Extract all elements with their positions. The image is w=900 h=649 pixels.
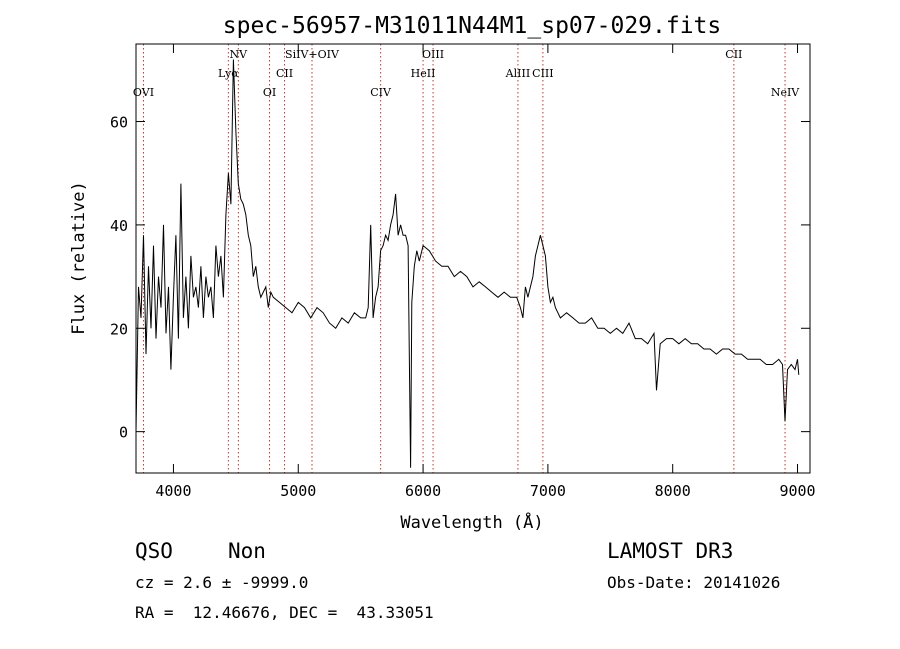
y-tick-label: 60 — [110, 114, 128, 132]
plot-frame — [135, 43, 811, 474]
spectral-line-label: HeII — [411, 67, 436, 80]
object-subclass: Non — [228, 539, 266, 563]
spectral-line-label: CIV — [370, 86, 392, 99]
y-axis-label: Flux (relative) — [69, 181, 89, 335]
observation-date: Obs-Date: 20141026 — [607, 573, 781, 592]
coordinates: RA = 12.46676, DEC = 43.33051 — [135, 603, 434, 622]
spectral-line-label: NeIV — [771, 86, 800, 99]
spectral-line-label: OIII — [422, 48, 444, 61]
x-tick-label: 4000 — [155, 482, 191, 500]
redshift-cz: cz = 2.6 ± -9999.0 — [135, 573, 309, 592]
x-axis-ticks: 4000 5000 6000 7000 8000 9000 — [155, 44, 816, 500]
object-class: QSO — [135, 539, 173, 563]
x-axis-label: Wavelength (Å) — [400, 511, 543, 533]
spectral-line-label: NV — [230, 48, 249, 61]
y-axis-ticks: 0 20 40 60 — [110, 114, 810, 442]
spectral-line-label: AlIII — [505, 67, 531, 80]
x-tick-label: 6000 — [405, 482, 441, 500]
spectral-line-label: OVI — [133, 86, 154, 99]
spectral-line-label: OI — [263, 86, 276, 99]
spectral-line-markers — [142, 44, 786, 473]
y-tick-label: 40 — [110, 217, 128, 235]
y-tick-label: 20 — [110, 320, 128, 338]
survey-name: LAMOST DR3 — [607, 539, 734, 563]
spectrum-line — [135, 59, 800, 468]
spectral-line-label: Lyα — [218, 67, 239, 80]
chart-title: spec-56957-M31011N44M1_sp07-029.fits — [223, 13, 722, 39]
spectral-line-label: CII — [276, 67, 293, 80]
spectral-line-label: SiIV+OIV — [285, 48, 340, 61]
x-tick-label: 9000 — [779, 482, 815, 500]
x-tick-label: 8000 — [655, 482, 691, 500]
x-tick-label: 7000 — [530, 482, 566, 500]
x-tick-label: 5000 — [280, 482, 316, 500]
spectral-line-label: CIII — [532, 67, 553, 80]
y-tick-label: 0 — [119, 424, 128, 442]
spectral-line-label: CII — [725, 48, 742, 61]
